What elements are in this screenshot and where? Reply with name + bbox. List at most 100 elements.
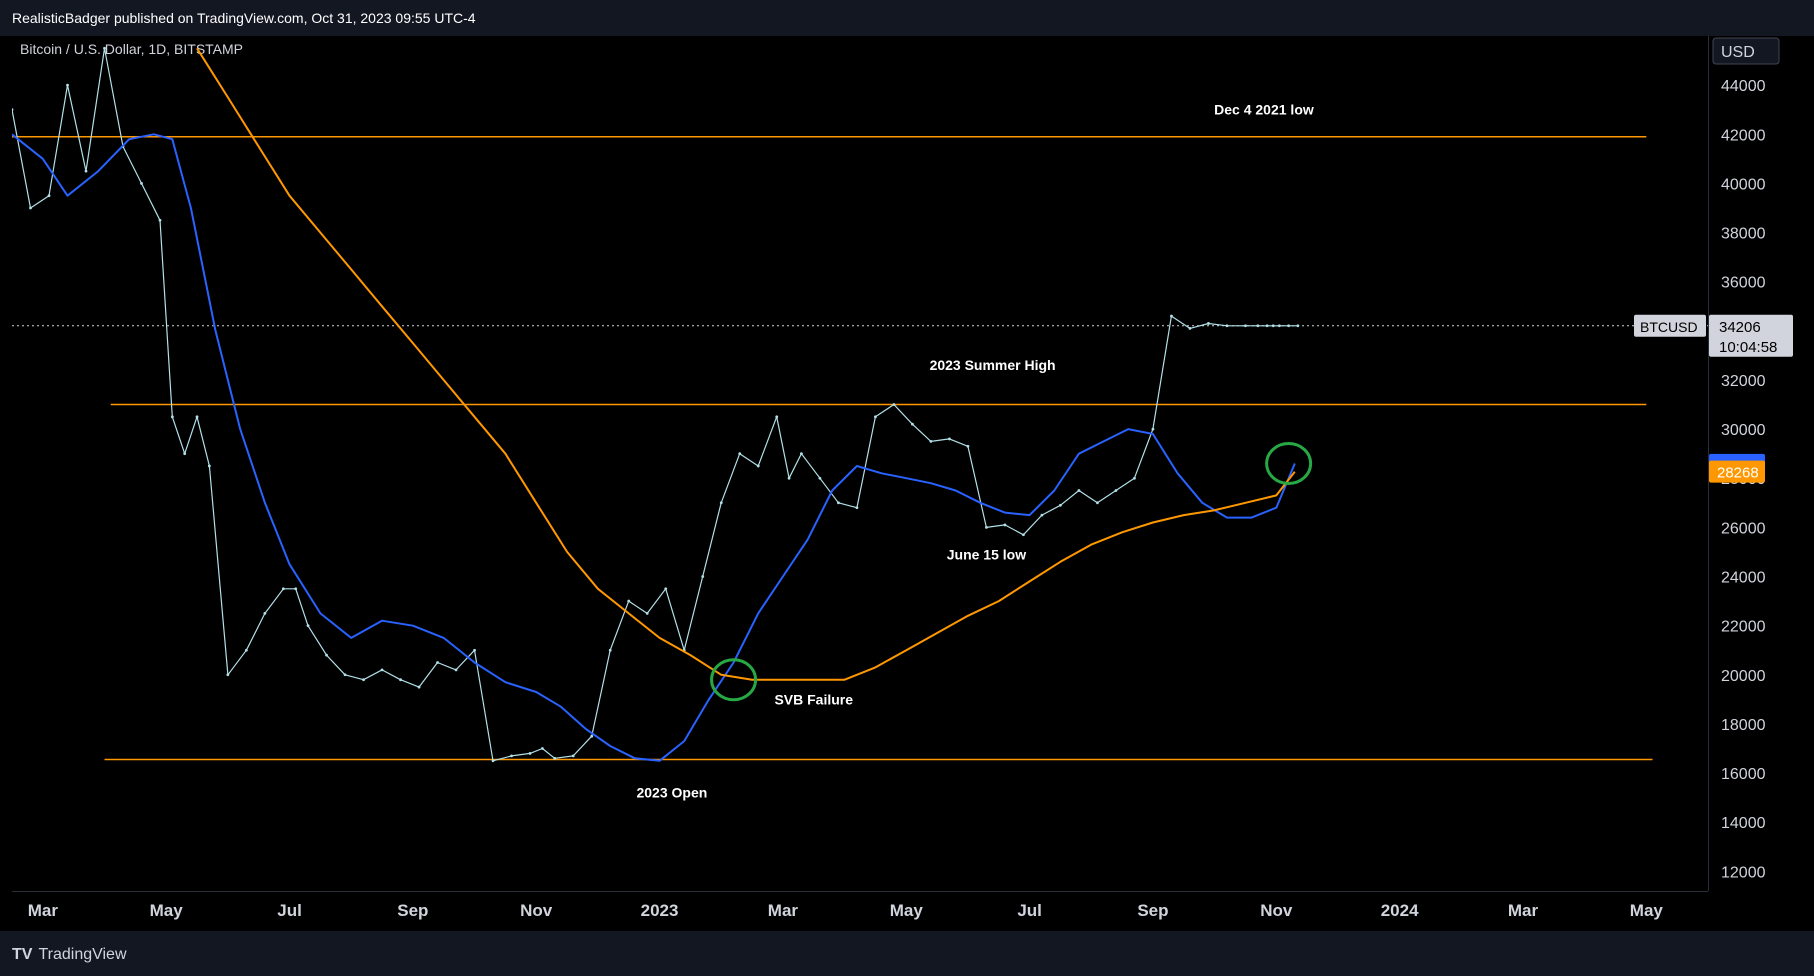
last-price-label: 34206 [1719,319,1761,336]
price-point [66,83,69,87]
time-axis[interactable]: Mar May Jul Sep Nov 2023 Mar May Jul Sep Nov 2024 Ma… [12,891,1708,930]
price-point [874,415,877,419]
currency-button [1712,37,1780,65]
price-point [12,108,14,112]
price-point [1133,476,1136,480]
symbol-price-tag [1634,314,1706,337]
time-tick-label: May [1630,901,1664,920]
price-tick-label: 22000 [1721,619,1766,636]
price-point [84,169,88,173]
price-point [1077,489,1081,492]
price-point [719,501,723,505]
price-point [1271,324,1275,328]
price-point [1059,503,1062,507]
annotation-label: 2023 Open [636,785,707,801]
price-point [1151,427,1155,431]
price-axis-svg[interactable]: 12000 14000 16000 18000 20000 22000 24000 26000… [1709,36,1803,891]
highlight-circle [1265,442,1313,485]
price-point [787,476,791,480]
price-point [1287,324,1291,328]
price-tick-label: 40000 [1721,176,1766,193]
price-point [244,648,248,652]
price-point [818,476,822,480]
price-point [1096,501,1099,505]
price-point [627,599,631,603]
chart-area[interactable]: Bitcoin / U.S. Dollar, 1D, BITSTAMP Dec 4… [12,36,1708,891]
price-point [436,661,439,664]
price-point [183,452,187,456]
price-point [1265,324,1269,328]
price-point [207,464,211,468]
price-tick-label: 26000 [1721,520,1766,537]
price-point [855,506,859,510]
currency-button-label: USD [1721,44,1755,61]
price-point [380,668,384,672]
footer-bar: TV TradingView [0,931,1814,976]
price-point [1022,533,1025,537]
sma-fast-line [12,133,1296,762]
annotation-label: SVB Failure [774,691,853,707]
price-point [510,754,513,758]
price-point [281,587,285,591]
price-point [948,437,951,441]
price-point [158,218,162,222]
price-point [195,415,199,419]
tradingview-logo[interactable]: TV TradingView [12,946,127,964]
price-point [306,624,310,628]
time-tick-label: Nov [1260,901,1293,920]
price-point [140,182,143,185]
price-point [29,206,32,210]
symbol-tag-label: BTCUSD [1640,319,1698,335]
tradingview-logo-icon: TV [12,946,33,963]
price-point [454,668,458,672]
price-point [756,464,760,468]
publisher-bar: RealisticBadger published on TradingView… [0,0,1814,36]
price-point [1188,326,1192,330]
price-point [1170,314,1173,318]
price-point [775,415,779,419]
price-point [294,587,298,591]
price-point [608,648,612,652]
price-tick-label: 16000 [1721,766,1766,783]
price-tick-label: 24000 [1721,570,1766,587]
price-point [103,46,106,50]
price-point [1296,324,1300,328]
price-point [362,678,365,682]
price-tick-label: 42000 [1721,127,1766,144]
price-point [1244,324,1247,328]
price-point [553,756,557,760]
price-axis[interactable]: 12000 14000 16000 18000 20000 22000 24000 26000… [1708,36,1803,891]
footer-brand: TradingView [38,946,127,963]
price-point [892,403,896,406]
price-point [738,452,742,456]
price-point [1207,322,1210,325]
price-point [1256,324,1260,328]
price-point [1040,513,1044,517]
time-axis-svg[interactable]: Mar May Jul Sep Nov 2023 Mar May Jul Sep Nov 2024 Ma… [12,892,1708,930]
price-tick-label: 32000 [1721,373,1766,390]
price-point [911,422,914,426]
price-tick-label: 12000 [1721,864,1766,881]
price-chart[interactable]: Bitcoin / U.S. Dollar, 1D, BITSTAMP Dec 4… [12,36,1708,891]
time-tick-label: Sep [1137,901,1168,920]
price-point [1277,324,1281,328]
sma-slow-line [196,47,1296,681]
annotation-label: June 15 low [947,546,1026,562]
annotation-label: 2023 Summer High [930,357,1056,373]
annotation-label: Dec 4 2021 low [1214,102,1314,118]
price-point [325,653,328,657]
price-tick-label: 14000 [1721,815,1766,832]
price-point [170,415,174,419]
time-tick-label: Mar [768,901,799,920]
price-point [528,752,532,755]
time-tick-label: Mar [28,901,59,920]
price-point [1114,489,1118,492]
price-point [343,673,347,677]
price-point [263,611,267,615]
time-tick-label: Mar [1508,901,1539,920]
price-point [491,759,495,763]
price-tick-label: 20000 [1721,668,1766,685]
time-tick-label: 2023 [641,901,679,920]
price-point [47,194,51,198]
price-point [664,587,668,591]
